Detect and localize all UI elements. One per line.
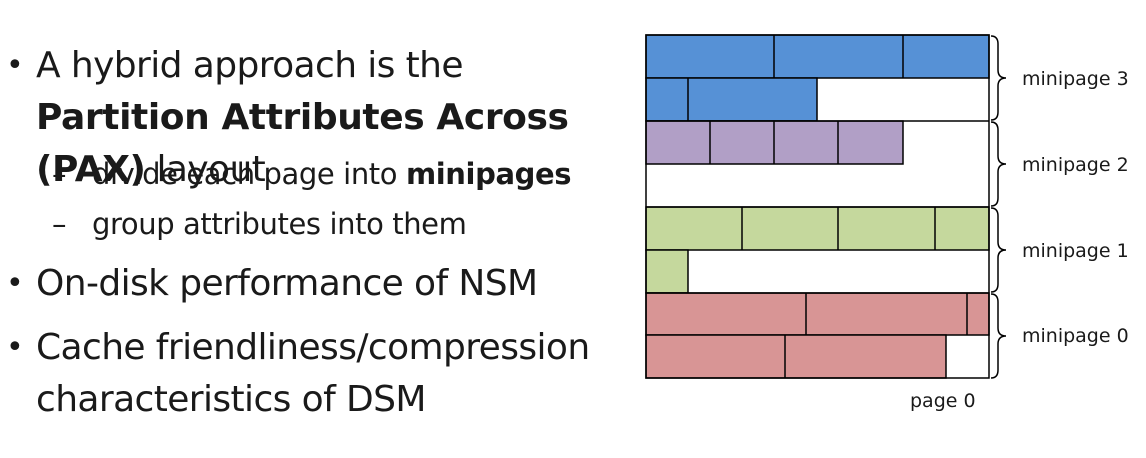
minipage-1-row-1 <box>645 206 990 251</box>
bullet-dot-icon: • <box>6 48 24 83</box>
bullet-dsm: • Cache friendliness/compression charact… <box>6 322 596 426</box>
brace-icon <box>990 207 1007 293</box>
dash-icon: – <box>52 157 67 191</box>
bullet-list: • A hybrid approach is the Partition Att… <box>6 40 630 426</box>
bullet-nsm-text: On-disk performance of NSM <box>36 263 538 304</box>
bullet-pax-bold: Partition Attributes Across (PAX) <box>36 97 569 190</box>
bullet-pax: • A hybrid approach is the Partition Att… <box>6 40 630 196</box>
sub-bullet-bold: minipages <box>405 157 572 191</box>
sub-bullet-text: group attributes into them <box>92 207 467 241</box>
minipage-1-row-2 <box>645 249 689 294</box>
bullet-dsm-text: Cache friendliness/compression character… <box>36 327 590 420</box>
minipage-0-label: minipage 0 <box>1022 325 1129 347</box>
minipage-0-row-1 <box>645 292 990 336</box>
minipage-3-row-2 <box>645 77 818 122</box>
dash-icon: – <box>52 207 67 241</box>
sub-bullet-minipages: – divide each page into minipages <box>52 154 572 194</box>
minipage-3-block <box>645 34 990 122</box>
bullet-nsm: • On-disk performance of NSM <box>6 258 538 310</box>
sub-bullet-text: divide each page into <box>92 157 406 191</box>
minipage-0-row-2 <box>645 334 947 379</box>
sub-bullet-group: – group attributes into them <box>52 204 467 244</box>
minipage-1-label: minipage 1 <box>1022 240 1129 262</box>
minipage-3-label: minipage 3 <box>1022 68 1129 90</box>
bullet-pax-text: A hybrid approach is the <box>36 45 464 86</box>
brace-icon <box>990 293 1007 379</box>
brace-icon <box>990 121 1007 207</box>
bullet-pax-suffix: layout <box>145 149 266 190</box>
minipage-0-block <box>645 292 990 379</box>
minipage-2-label: minipage 2 <box>1022 154 1129 176</box>
bullet-dot-icon: • <box>6 266 24 301</box>
page-label: page 0 <box>910 390 976 412</box>
bullet-dot-icon: • <box>6 330 24 365</box>
minipage-2-block <box>645 120 904 165</box>
brace-icon <box>990 35 1007 121</box>
minipage-3-row-1 <box>645 34 990 79</box>
minipage-1-block <box>645 206 990 294</box>
